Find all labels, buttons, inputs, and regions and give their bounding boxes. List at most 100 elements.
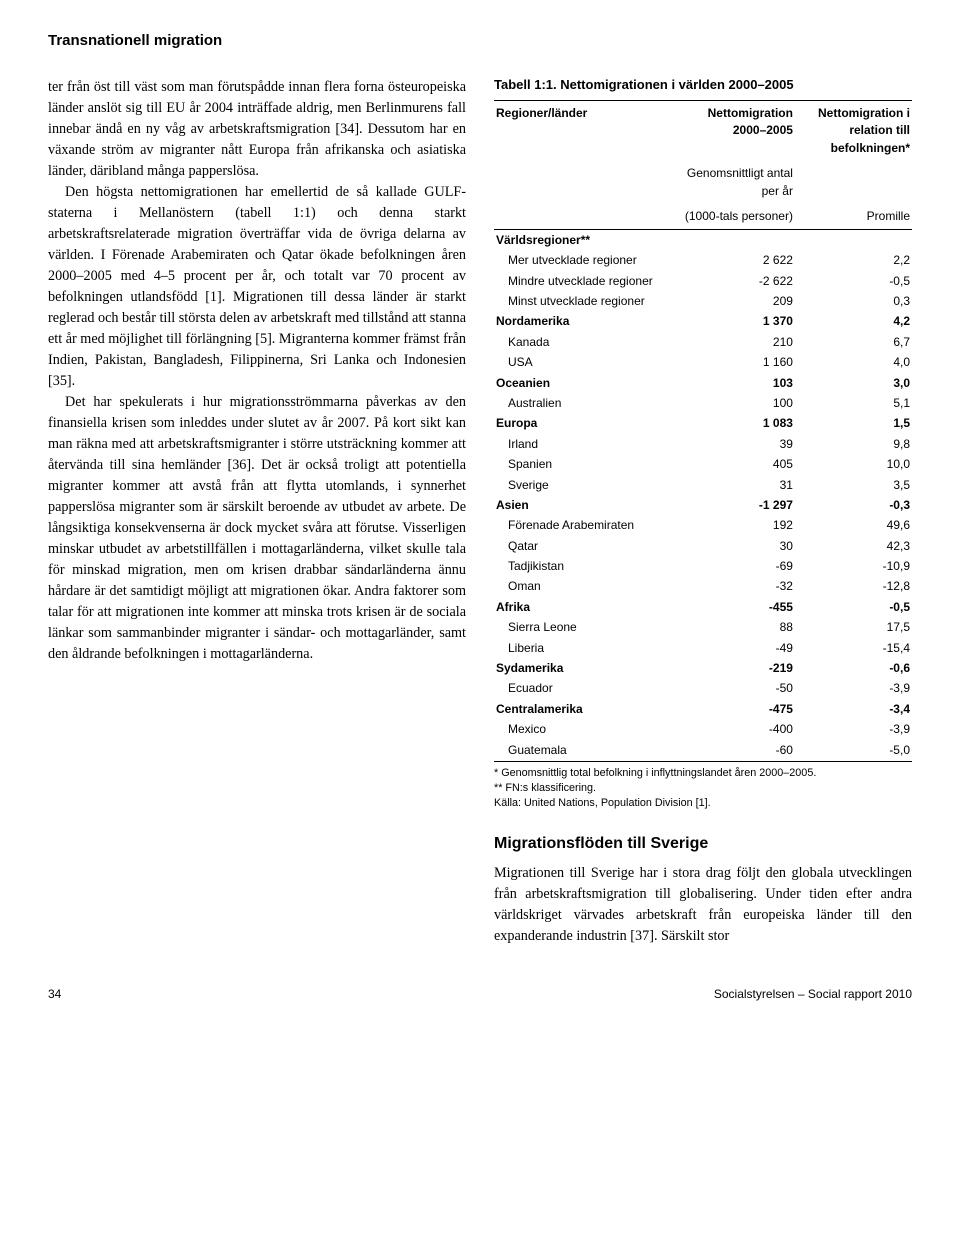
table-cell-value: 0,3 — [795, 292, 912, 312]
table-col-header: Nettomigration 2000–2005 — [682, 101, 795, 162]
table-cell-region: Mer utvecklade regioner — [494, 251, 682, 271]
table-cell-region: Ecuador — [494, 679, 682, 699]
table-cell-value: -12,8 — [795, 577, 912, 597]
table-row: Europa1 0831,5 — [494, 414, 912, 434]
body-paragraph: Migrationen till Sverige har i stora dra… — [494, 863, 912, 947]
table-cell-value: 17,5 — [795, 618, 912, 638]
table-row: Nordamerika1 3704,2 — [494, 312, 912, 332]
table-cell-region: Centralamerika — [494, 699, 682, 719]
table-cell-value: -400 — [682, 720, 795, 740]
table-cell-value: 31 — [682, 475, 795, 495]
table-cell-value: -475 — [682, 699, 795, 719]
table-row: Oman-32-12,8 — [494, 577, 912, 597]
table-row: Sverige313,5 — [494, 475, 912, 495]
table-row: Oceanien1033,0 — [494, 373, 912, 393]
table-cell-value — [682, 230, 795, 251]
page-footer: 34 Socialstyrelsen – Social rapport 2010 — [48, 987, 912, 1001]
table-row: Spanien40510,0 — [494, 455, 912, 475]
table-row: Mexico-400-3,9 — [494, 720, 912, 740]
table-row: Guatemala-60-5,0 — [494, 740, 912, 761]
table-cell-region: Spanien — [494, 455, 682, 475]
table-cell-region: Europa — [494, 414, 682, 434]
table-row: Mindre utvecklade regioner-2 622-0,5 — [494, 271, 912, 291]
table-cell-value: 2 622 — [682, 251, 795, 271]
table-cell-region: Asien — [494, 495, 682, 515]
table-cell-value: 103 — [682, 373, 795, 393]
table-cell-region: USA — [494, 353, 682, 373]
table-subheader: (1000-tals personer) — [682, 204, 795, 230]
table-cell-value: 1,5 — [795, 414, 912, 434]
table-cell-value: 4,2 — [795, 312, 912, 332]
table-cell-region: Mindre utvecklade regioner — [494, 271, 682, 291]
page-number: 34 — [48, 987, 61, 1001]
table-row: Förenade Arabemiraten19249,6 — [494, 516, 912, 536]
table-row: Qatar3042,3 — [494, 536, 912, 556]
table-row: Mer utvecklade regioner2 6222,2 — [494, 251, 912, 271]
table-row: Sierra Leone8817,5 — [494, 618, 912, 638]
table-cell-value: 4,0 — [795, 353, 912, 373]
table-cell-value: -2 622 — [682, 271, 795, 291]
table-cell-region: Irland — [494, 434, 682, 454]
table-cell-region: Sydamerika — [494, 659, 682, 679]
table-cell-value: -15,4 — [795, 638, 912, 658]
table-cell-region: Guatemala — [494, 740, 682, 761]
table-cell-region: Mexico — [494, 720, 682, 740]
table-cell-region: Kanada — [494, 332, 682, 352]
table-cell-value: 49,6 — [795, 516, 912, 536]
table-cell-region: Liberia — [494, 638, 682, 658]
table-cell-value: 210 — [682, 332, 795, 352]
table-cell-value: 100 — [682, 393, 795, 413]
table-cell-region: Oman — [494, 577, 682, 597]
table-cell-region: Nordamerika — [494, 312, 682, 332]
table-cell-value: 88 — [682, 618, 795, 638]
table-cell-region: Australien — [494, 393, 682, 413]
table-col-header: Nettomigration i relation till befolknin… — [795, 101, 912, 162]
table-cell-value: 192 — [682, 516, 795, 536]
table-cell-value: 39 — [682, 434, 795, 454]
table-row: Världsregioner** — [494, 230, 912, 251]
table-row: Asien-1 297-0,3 — [494, 495, 912, 515]
table-subheader: Genomsnittligt antal per år — [682, 161, 795, 204]
table-row: USA1 1604,0 — [494, 353, 912, 373]
table-cell-value: -10,9 — [795, 557, 912, 577]
section-heading: Migrationsflöden till Sverige — [494, 835, 912, 853]
table-cell-value: 1 083 — [682, 414, 795, 434]
migration-table: Regioner/länder Nettomigration 2000–2005… — [494, 100, 912, 762]
table-cell-value: -5,0 — [795, 740, 912, 761]
table-cell-region: Minst utvecklade regioner — [494, 292, 682, 312]
table-cell-value: -1 297 — [682, 495, 795, 515]
body-paragraph: Det har spekulerats i hur migrationsströ… — [48, 392, 466, 665]
table-cell-value: -3,9 — [795, 720, 912, 740]
table-row: Liberia-49-15,4 — [494, 638, 912, 658]
page-header: Transnationell migration — [48, 32, 912, 49]
table-cell-region: Världsregioner** — [494, 230, 682, 251]
table-cell-value: -60 — [682, 740, 795, 761]
table-col-header: Regioner/länder — [494, 101, 682, 162]
right-column: Tabell 1:1. Nettomigrationen i världen 2… — [494, 77, 912, 947]
table-cell-value: 30 — [682, 536, 795, 556]
table-cell-value: 6,7 — [795, 332, 912, 352]
table-cell-value: 209 — [682, 292, 795, 312]
table-footnote: Källa: United Nations, Population Divisi… — [494, 796, 912, 811]
table-row: Ecuador-50-3,9 — [494, 679, 912, 699]
table-row: Afrika-455-0,5 — [494, 597, 912, 617]
table-cell-value: 1 160 — [682, 353, 795, 373]
table-footnote: * Genomsnittlig total befolkning i infly… — [494, 766, 912, 781]
body-paragraph: ter från öst till väst som man förutspåd… — [48, 77, 466, 182]
table-cell-value: -0,5 — [795, 271, 912, 291]
table-cell-value: -455 — [682, 597, 795, 617]
table-cell-value: -69 — [682, 557, 795, 577]
table-row: Sydamerika-219-0,6 — [494, 659, 912, 679]
table-cell-region: Qatar — [494, 536, 682, 556]
table-cell-value: -3,4 — [795, 699, 912, 719]
table-cell-value: -0,6 — [795, 659, 912, 679]
table-cell-value: 42,3 — [795, 536, 912, 556]
table-cell-value: -3,9 — [795, 679, 912, 699]
table-cell-value: 3,5 — [795, 475, 912, 495]
table-cell-value: 5,1 — [795, 393, 912, 413]
table-row: Tadjikistan-69-10,9 — [494, 557, 912, 577]
table-cell-region: Sierra Leone — [494, 618, 682, 638]
table-row: Kanada2106,7 — [494, 332, 912, 352]
table-notes: * Genomsnittlig total befolkning i infly… — [494, 766, 912, 811]
table-cell-value: 3,0 — [795, 373, 912, 393]
